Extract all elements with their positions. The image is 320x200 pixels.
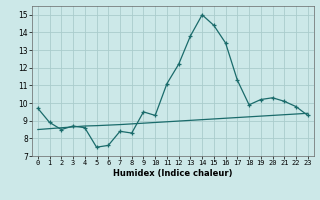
X-axis label: Humidex (Indice chaleur): Humidex (Indice chaleur) (113, 169, 233, 178)
